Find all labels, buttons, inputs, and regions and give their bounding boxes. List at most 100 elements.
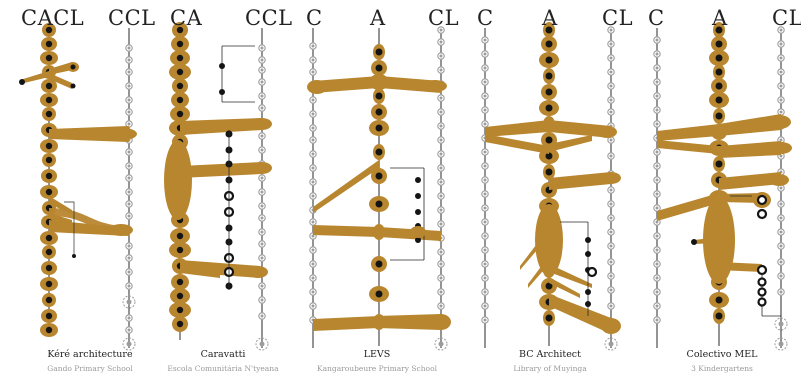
- ring-node: [757, 287, 767, 297]
- gray-node-core: [483, 164, 487, 168]
- gray-large-node-core: [259, 341, 265, 347]
- black-node: [45, 188, 53, 196]
- black-node: [45, 156, 53, 164]
- gray-node-core: [311, 234, 315, 238]
- gray-large-node: [774, 337, 788, 351]
- gray-node-core: [439, 208, 443, 212]
- gold-flow: [719, 141, 781, 158]
- gray-node-core: [655, 318, 659, 322]
- gray-large-node-core: [778, 321, 784, 327]
- gold-flow: [549, 264, 592, 288]
- black-node: [545, 104, 553, 112]
- gold-flow: [485, 120, 549, 137]
- gray-node-core: [483, 192, 487, 196]
- black-node: [45, 96, 53, 104]
- gray-node-core: [127, 328, 131, 332]
- ring-node: [756, 264, 768, 276]
- panel-2-header-right: CCL: [245, 6, 293, 30]
- gold-blob: [307, 80, 327, 94]
- gray-node-core: [439, 290, 443, 294]
- panel-2-title: Caravatti: [200, 349, 246, 360]
- black-node: [375, 64, 383, 72]
- gray-node-core: [439, 222, 443, 226]
- gray-node-core: [609, 28, 613, 32]
- black-node: [375, 148, 383, 156]
- gray-node-core: [483, 80, 487, 84]
- gold-blob: [431, 314, 451, 330]
- gray-node-core: [779, 202, 783, 206]
- black-node: [715, 40, 723, 48]
- gray-node-core: [311, 138, 315, 142]
- gray-large-node: [774, 317, 788, 331]
- gray-node-core: [260, 80, 264, 84]
- black-node: [375, 172, 383, 180]
- panel-4-header-cl: CL: [602, 6, 634, 30]
- gray-node-core: [260, 148, 264, 152]
- black-node: [45, 26, 53, 34]
- gray-node-core: [779, 138, 783, 142]
- black-node: [691, 239, 697, 245]
- black-node: [45, 264, 53, 272]
- gold-blob: [410, 226, 426, 238]
- gray-node-core: [311, 98, 315, 102]
- black-node: [715, 82, 723, 90]
- gray-node-core: [260, 204, 264, 208]
- gray-node-core: [127, 150, 131, 154]
- black-node: [585, 289, 591, 295]
- gold-blob: [601, 172, 621, 184]
- gray-node-core: [260, 176, 264, 180]
- black-node: [415, 237, 421, 243]
- black-node: [45, 234, 53, 242]
- panel-1-header-left: CACL: [21, 6, 85, 30]
- gold-flow: [657, 193, 719, 221]
- gray-node-core: [655, 192, 659, 196]
- gray-node-core: [127, 98, 131, 102]
- gray-node-core: [779, 244, 783, 248]
- black-node: [415, 177, 421, 183]
- gray-node-core: [311, 180, 315, 184]
- gray-node-core: [609, 56, 613, 60]
- gray-node-core: [609, 154, 613, 158]
- gray-node-core: [609, 42, 613, 46]
- gray-node-core: [655, 80, 659, 84]
- panel-3-subtitle: Kangaroubeure Primary School: [316, 364, 437, 373]
- gray-node-core: [127, 284, 131, 288]
- gray-node-core: [311, 220, 315, 224]
- gray-node-core: [779, 230, 783, 234]
- gray-node-core: [609, 110, 613, 114]
- panel-5-header-c: C: [648, 6, 665, 30]
- gray-node-core: [260, 46, 264, 50]
- gold-flow: [719, 172, 781, 190]
- black-node: [176, 68, 184, 76]
- gray-node-core: [260, 68, 264, 72]
- gray-node-core: [439, 54, 443, 58]
- black-node: [715, 26, 723, 34]
- gray-node-core: [655, 234, 659, 238]
- gold-flow: [20, 71, 49, 84]
- gold-blob: [423, 80, 447, 92]
- gray-node-core: [260, 314, 264, 318]
- gold-flow: [49, 73, 72, 89]
- ring-node: [756, 194, 768, 206]
- black-node: [70, 64, 76, 70]
- gray-node-core: [655, 38, 659, 42]
- black-node: [585, 251, 591, 257]
- gray-node-core: [260, 106, 264, 110]
- black-node: [176, 110, 184, 118]
- black-node: [45, 312, 53, 320]
- gold-flow: [549, 172, 611, 190]
- gold-flow: [549, 135, 592, 152]
- gray-node-core: [127, 316, 131, 320]
- black-node: [545, 40, 553, 48]
- gray-node-core: [311, 58, 315, 62]
- gold-flow: [520, 228, 549, 270]
- black-node: [45, 296, 53, 304]
- gold-flow: [657, 140, 719, 154]
- panel-2-subtitle: Escola Comunitária N'tyeana: [167, 364, 279, 373]
- gray-large-node: [122, 295, 136, 309]
- gold-flow: [379, 227, 441, 241]
- gray-node-core: [439, 166, 443, 170]
- gray-node-core: [127, 164, 131, 168]
- gray-node-core: [127, 190, 131, 194]
- gold-flow: [313, 225, 379, 237]
